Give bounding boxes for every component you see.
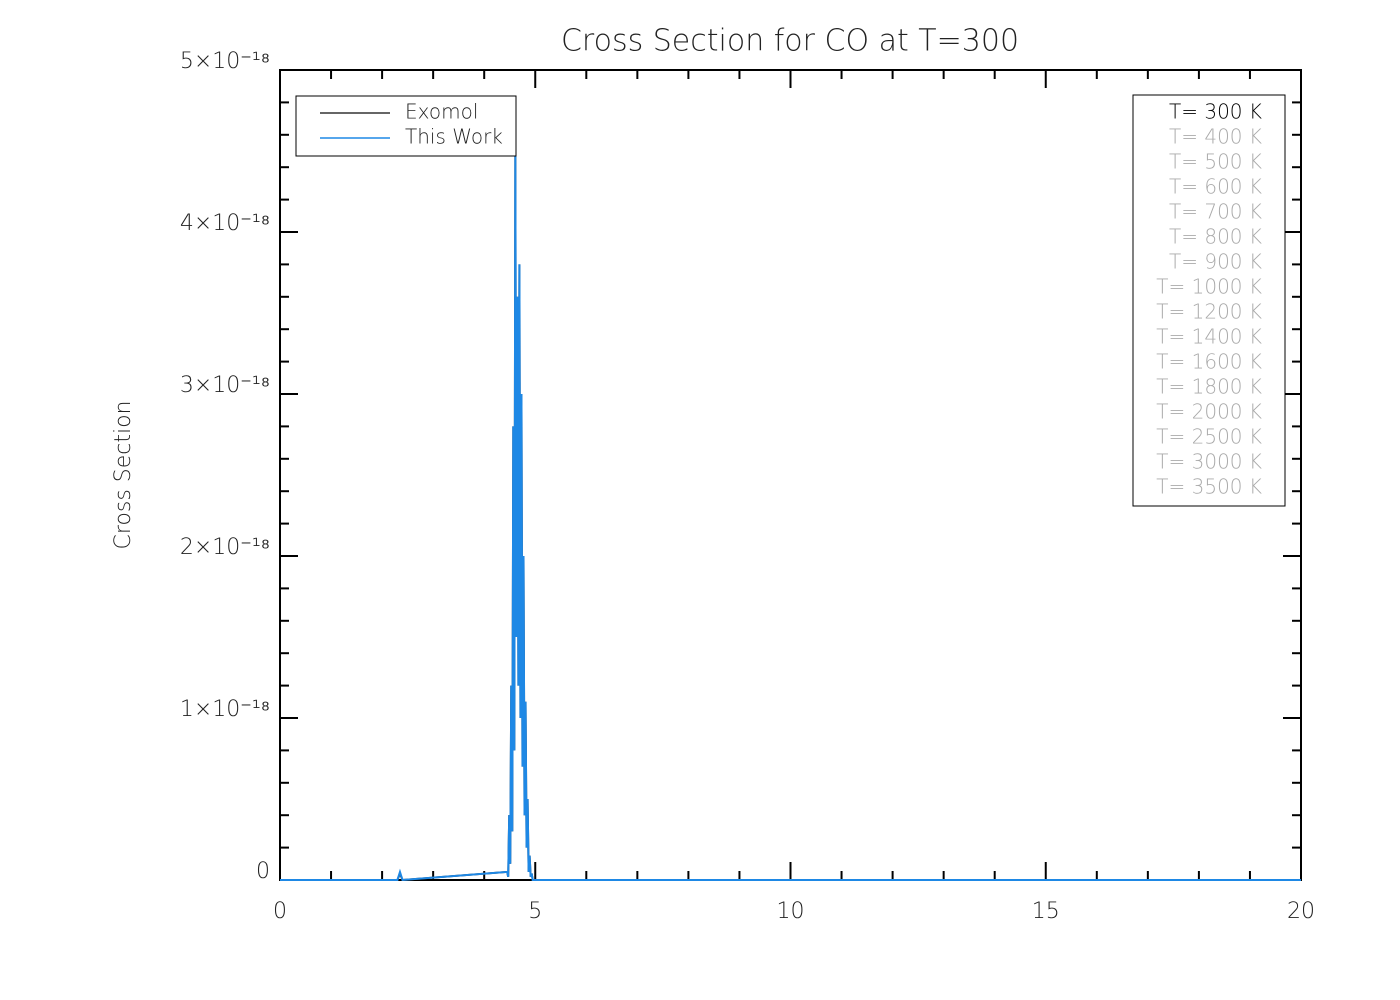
temperature-label: T= 3500 K [1156, 475, 1262, 499]
temperature-label: T= 400 K [1169, 125, 1262, 149]
x-tick-label: 5 [528, 899, 542, 924]
temperature-label: T= 3000 K [1156, 450, 1262, 474]
y-tick-label: 3×10⁻¹⁸ [180, 373, 270, 398]
legend-box [295, 95, 517, 157]
temperature-label: T= 1400 K [1156, 325, 1262, 349]
chart-title: Cross Section for CO at T=300 [561, 24, 1019, 59]
series-line [280, 150, 1301, 882]
y-tick-label: 2×10⁻¹⁸ [180, 535, 270, 560]
temperature-label: T= 2000 K [1156, 400, 1262, 424]
y-tick-label: 0 [256, 859, 270, 884]
temperature-label: T= 1800 K [1156, 375, 1262, 399]
temperature-label: T= 600 K [1169, 175, 1262, 199]
temperature-label: T= 1600 K [1156, 350, 1262, 374]
x-tick-label: 0 [273, 899, 287, 924]
temperature-label: T= 1000 K [1156, 275, 1262, 299]
temperature-label: T= 2500 K [1156, 425, 1262, 449]
temperature-label: T= 300 K [1169, 100, 1262, 124]
x-tick-label: 20 [1287, 899, 1315, 924]
temperature-label: T= 900 K [1169, 250, 1262, 274]
y-axis-label: Cross Section [111, 400, 136, 549]
temperature-label: T= 700 K [1169, 200, 1262, 224]
legend-label: Exomol [405, 100, 478, 124]
temperature-legend-box [1132, 94, 1286, 507]
y-tick-label: 5×10⁻¹⁸ [180, 49, 270, 74]
y-tick-label: 1×10⁻¹⁸ [180, 697, 270, 722]
x-tick-label: 15 [1032, 899, 1060, 924]
y-tick-label: 4×10⁻¹⁸ [180, 211, 270, 236]
x-tick-label: 10 [777, 899, 805, 924]
temperature-label: T= 800 K [1169, 225, 1262, 249]
temperature-label: T= 1200 K [1156, 300, 1262, 324]
temperature-label: T= 500 K [1169, 150, 1262, 174]
legend-label: This Work [405, 125, 503, 149]
